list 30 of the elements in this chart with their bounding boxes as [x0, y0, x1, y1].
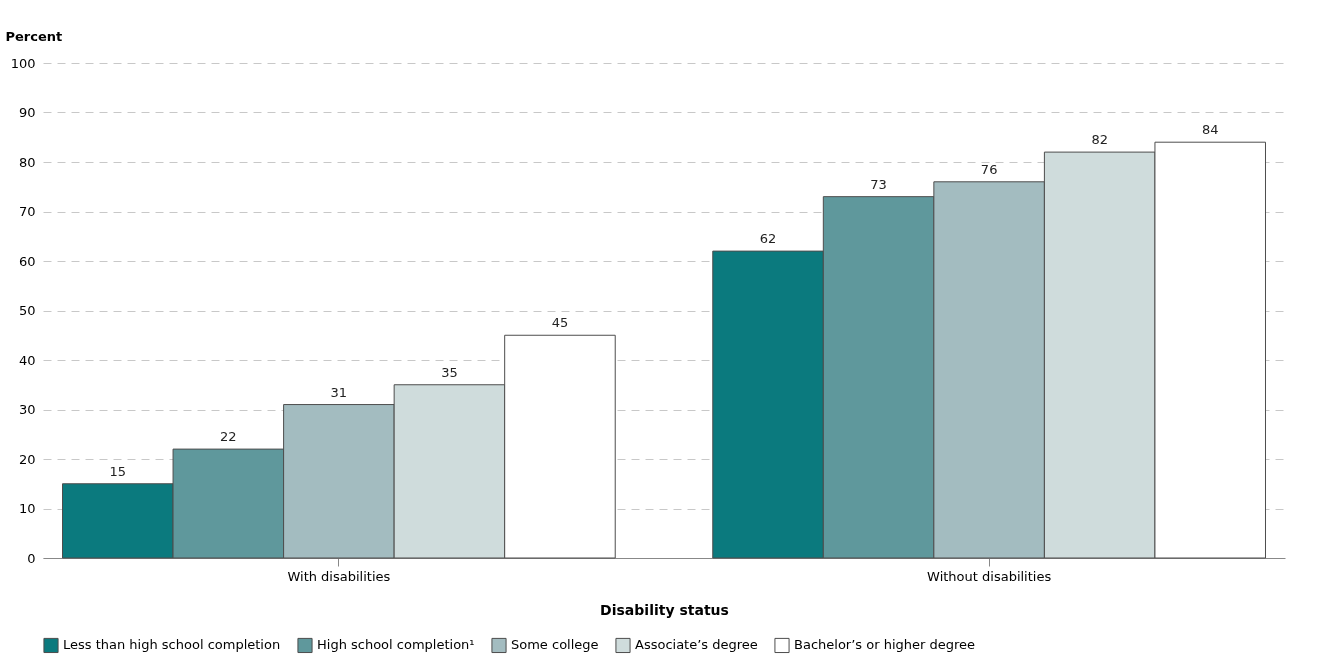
legend-label: High school completion¹: [317, 637, 475, 653]
y-tick-label: 70: [18, 204, 36, 219]
data-label: 76: [980, 161, 998, 177]
data-label: 62: [759, 231, 777, 247]
legend-label: Associate’s degree: [635, 637, 758, 653]
y-tick-label: 60: [18, 253, 36, 269]
data-label: 45: [551, 315, 569, 331]
y-tick-label: 90: [18, 105, 36, 120]
data-label: 82: [1091, 132, 1108, 148]
y-tick-label: 40: [18, 352, 36, 368]
data-label: 73: [870, 176, 887, 192]
data-label: 31: [330, 384, 348, 400]
y-tick-label: 10: [18, 501, 36, 516]
y-axis-title: Percent: [5, 28, 63, 44]
x-tick-label: Without disabilities: [927, 568, 1052, 584]
data-label: 22: [220, 429, 237, 445]
x-tick-label: With disabilities: [287, 568, 391, 584]
legend-label: Some college: [511, 637, 599, 653]
legend-label: Less than high school completion: [63, 637, 281, 653]
y-tick-label: 50: [18, 303, 36, 318]
y-tick-label: 100: [10, 55, 36, 71]
data-label: 84: [1201, 122, 1219, 138]
data-label: 15: [109, 463, 127, 479]
legend-label: Bachelor’s or higher degree: [794, 637, 976, 653]
y-tick-label: 30: [18, 402, 36, 417]
y-tick-label: 0: [27, 550, 36, 566]
data-label: 35: [441, 364, 458, 380]
y-tick-label: 20: [18, 451, 36, 467]
y-tick-label: 80: [18, 154, 36, 170]
x-axis-title: Disability status: [600, 601, 729, 618]
